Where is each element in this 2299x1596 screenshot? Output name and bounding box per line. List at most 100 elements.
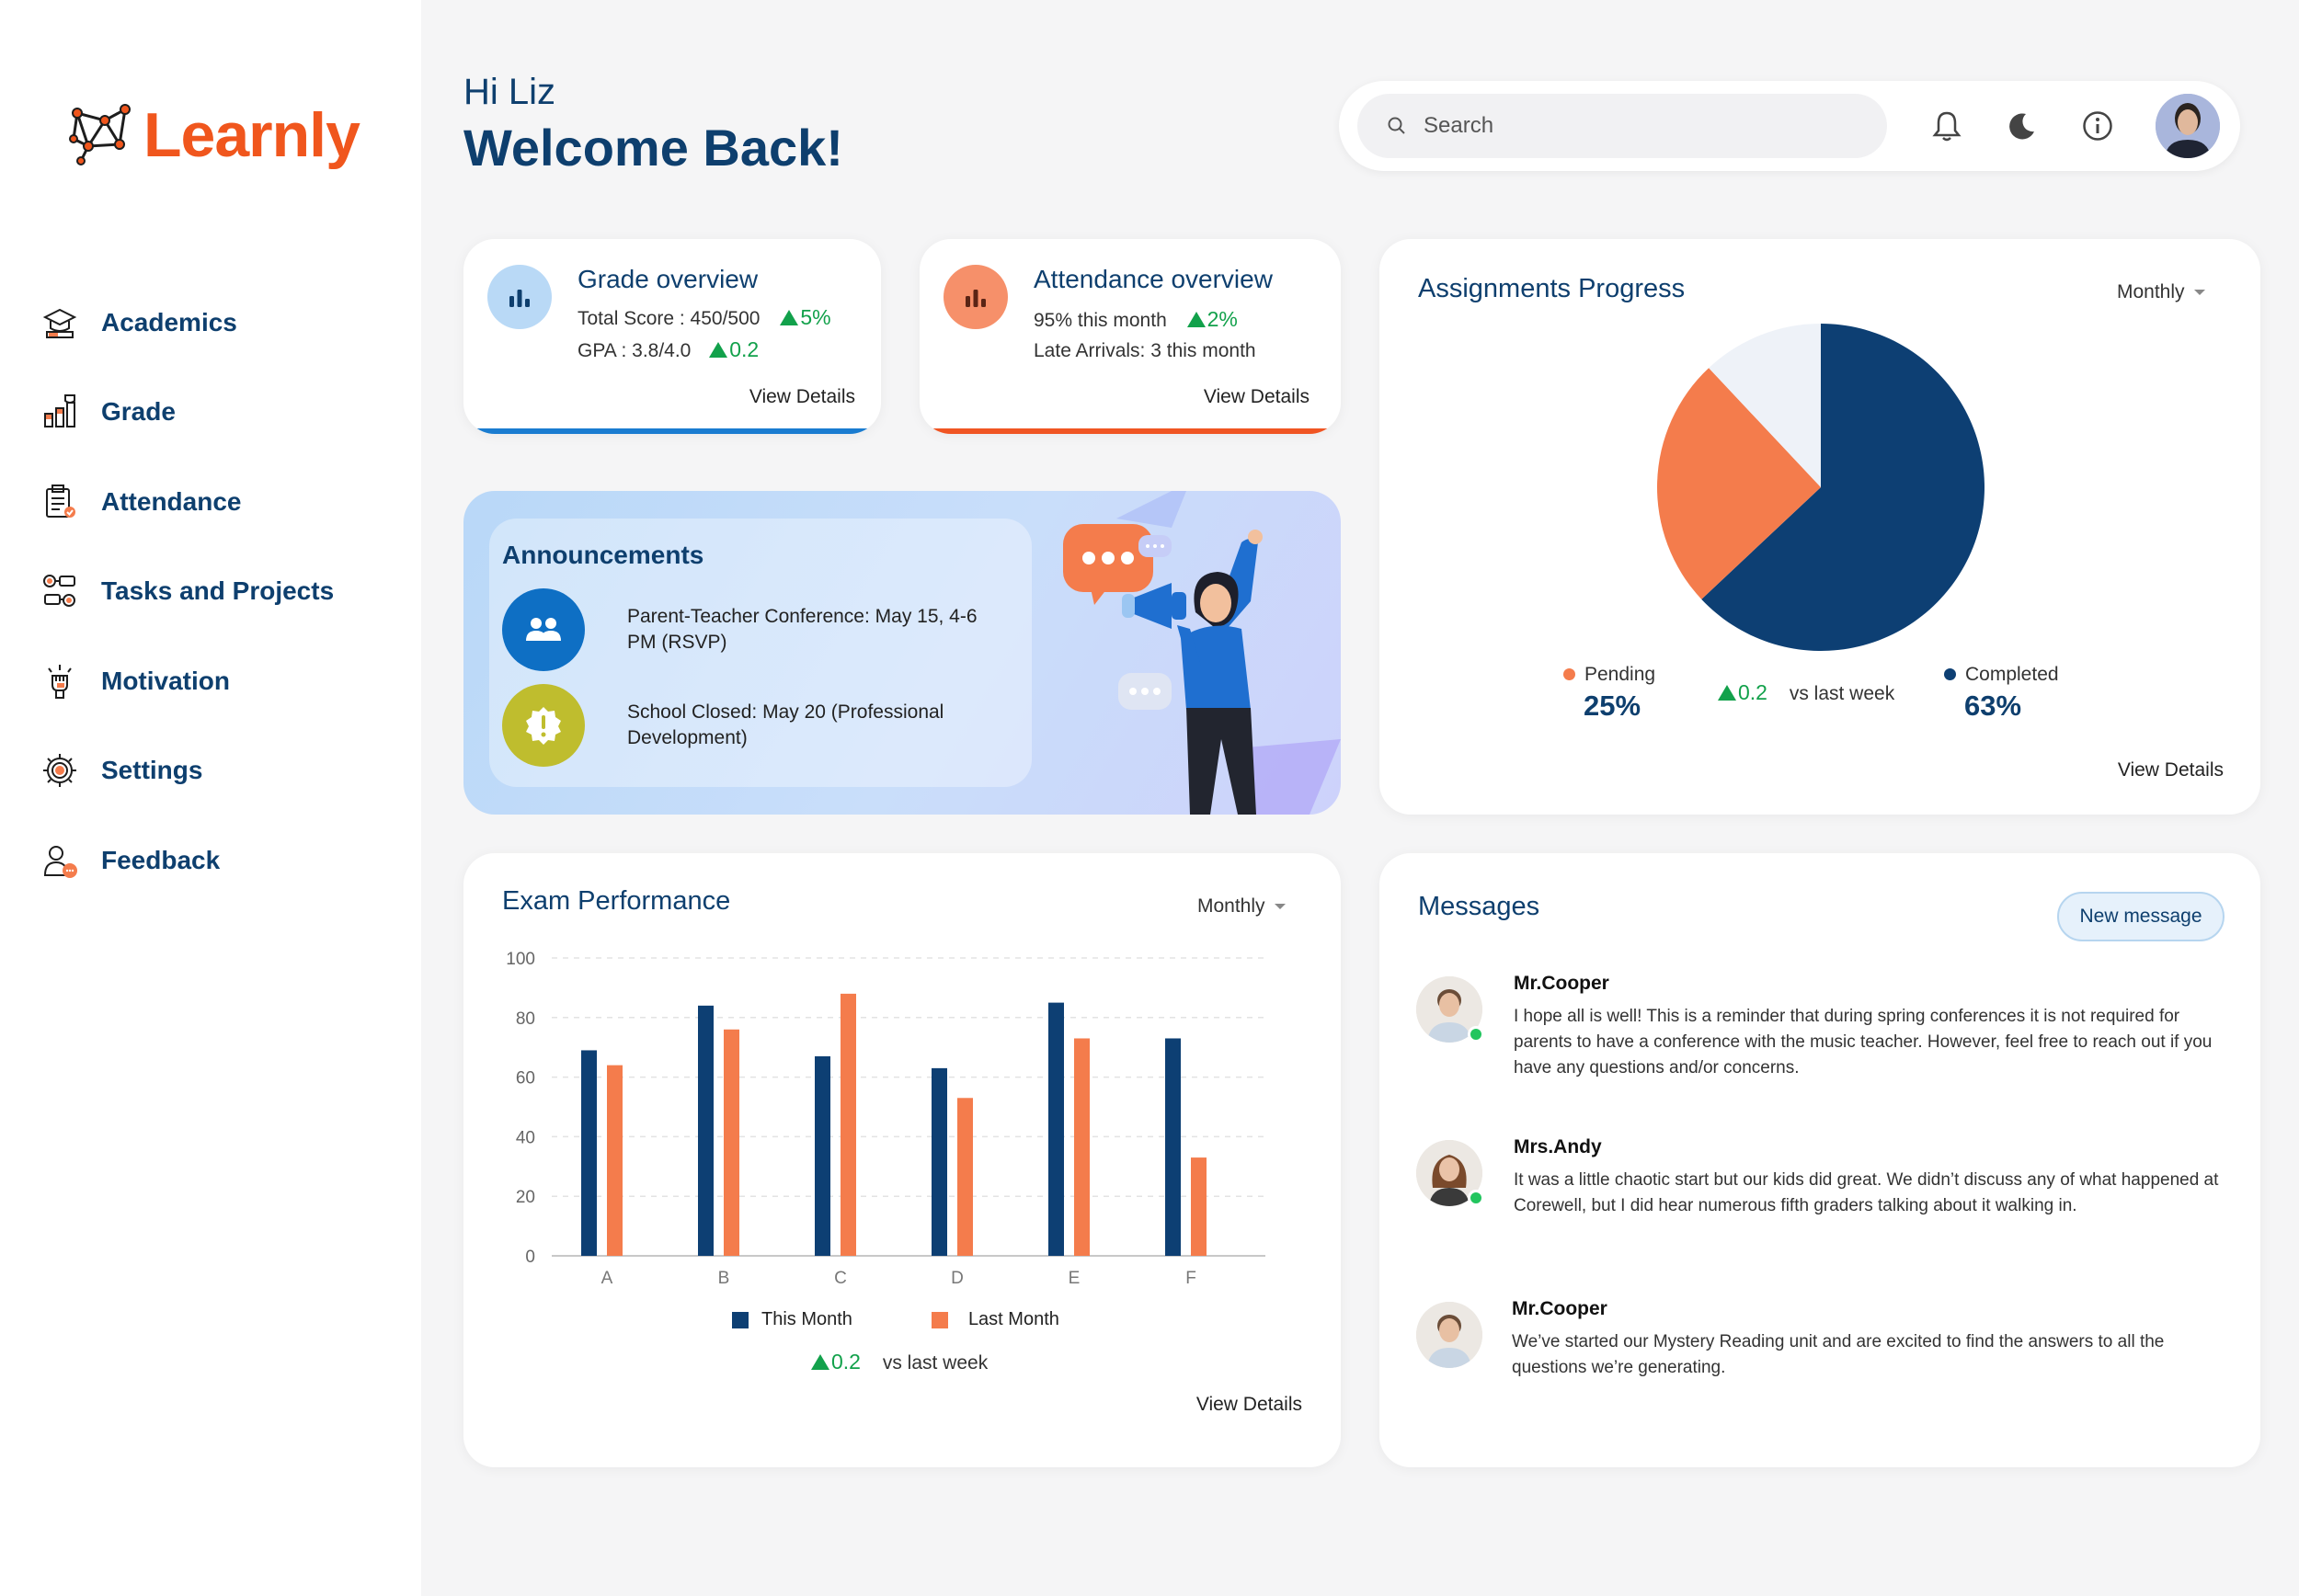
- exam-delta-label: vs last week: [882, 1352, 989, 1374]
- avatar[interactable]: [2156, 94, 2220, 158]
- bar-D-1[interactable]: [957, 1098, 973, 1256]
- bar-E-1[interactable]: [1074, 1038, 1090, 1256]
- legend-swatch-last-month: [931, 1311, 948, 1328]
- x-tick-label: B: [718, 1269, 730, 1288]
- online-status-dot: [1468, 1190, 1484, 1206]
- sidebar-item-academics[interactable]: Academics: [40, 278, 334, 368]
- announcements-title: Announcements: [502, 541, 704, 569]
- message-sender: Mrs.Andy: [1514, 1136, 1602, 1157]
- assignments-period-dropdown[interactable]: Monthly: [2117, 281, 2205, 303]
- x-tick-label: C: [834, 1269, 847, 1288]
- sidebar-item-feedback[interactable]: Feedback: [40, 815, 334, 906]
- attendance-view-details-link[interactable]: View Details: [1203, 386, 1310, 407]
- pie-slice-remaining[interactable]: [1709, 324, 1821, 487]
- bar-E-0[interactable]: [1048, 1002, 1064, 1256]
- assignments-delta-label: vs last week: [1789, 683, 1895, 704]
- sidebar-item-label: Tasks and Projects: [101, 576, 335, 606]
- message-sender: Mr.Cooper: [1514, 973, 1609, 994]
- sidebar-item-attendance[interactable]: Attendance: [40, 457, 334, 547]
- gpa-delta-value: 0.2: [729, 337, 760, 361]
- moon-icon[interactable]: [2003, 107, 2042, 145]
- attendance-delta-value: 2%: [1207, 307, 1238, 331]
- bell-icon[interactable]: [1927, 107, 1966, 145]
- raised-fist-icon: [40, 662, 79, 701]
- completed-label: Completed: [1944, 664, 2059, 686]
- bar-B-1[interactable]: [724, 1029, 739, 1256]
- up-arrow-icon: [780, 310, 799, 325]
- bar-A-1[interactable]: [607, 1065, 623, 1256]
- announcement-item[interactable]: Parent-Teacher Conference: May 15, 4-6 P…: [502, 588, 995, 671]
- clipboard-check-icon: [40, 483, 79, 521]
- message-text: We’ve started our Mystery Reading unit a…: [1512, 1332, 2165, 1377]
- sidebar-item-label: Academics: [101, 307, 237, 336]
- total-score-delta-value: 5%: [800, 305, 831, 329]
- completed-label-text: Completed: [1965, 664, 2059, 685]
- chevron-down-icon: [2193, 290, 2205, 295]
- trophy-chart-icon: [40, 393, 79, 431]
- legend-dot-completed: [1944, 668, 1956, 680]
- sidebar-item-settings[interactable]: Settings: [40, 726, 334, 816]
- legend-dot-pending: [1563, 668, 1575, 680]
- info-icon[interactable]: [2078, 107, 2117, 145]
- exam-period-dropdown[interactable]: Monthly: [1197, 895, 1286, 918]
- megaphone-person-illustration: [1063, 491, 1341, 815]
- search-placeholder: Search: [1424, 113, 1494, 138]
- legend-this-month: This Month: [761, 1309, 852, 1329]
- sidebar-item-label: Grade: [101, 397, 176, 427]
- bar-F-0[interactable]: [1165, 1038, 1181, 1256]
- sidebar-item-grade[interactable]: Grade: [40, 368, 334, 458]
- exam-bar-chart: 0 20 40 60 80 100 A B C D E F: [506, 950, 1265, 1288]
- new-message-button[interactable]: New message: [2057, 892, 2225, 941]
- attendance-card-accent: [920, 428, 1341, 434]
- bar-C-1[interactable]: [841, 993, 856, 1256]
- completed-value: 63%: [1964, 690, 2022, 722]
- attendance-month: 95% this month 2%: [1034, 307, 1238, 332]
- logo[interactable]: Learnly: [68, 99, 360, 171]
- sidebar: Learnly Academics Grade Attendance Tasks…: [0, 0, 421, 1596]
- messages-title: Messages: [1418, 892, 1540, 921]
- people-icon: [502, 588, 585, 671]
- pie-slice-pending[interactable]: [1657, 368, 1821, 599]
- message-text: I hope all is well! This is a reminder t…: [1514, 1007, 2213, 1077]
- exam-delta-up: 0.2: [811, 1350, 861, 1374]
- total-score: Total Score : 450/500 5%: [578, 305, 831, 330]
- up-arrow-icon: [1718, 685, 1736, 701]
- up-arrow-icon: [811, 1354, 829, 1370]
- assignments-delta-up: 0.2: [1718, 680, 1767, 704]
- person-chat-icon: [40, 841, 79, 880]
- sidebar-item-label: Feedback: [101, 845, 221, 874]
- exam-performance-card: Exam Performance Monthly 0 20 40 60 80 100 A B C…: [463, 853, 1341, 1467]
- announcement-text: School Closed: May 20 (Professional Deve…: [627, 701, 944, 748]
- sidebar-item-motivation[interactable]: Motivation: [40, 636, 334, 726]
- bar-D-0[interactable]: [932, 1067, 947, 1256]
- assignments-pie-chart: [1657, 324, 1984, 651]
- legend-pending: Pending 25%: [1563, 664, 1655, 723]
- assignments-title: Assignments Progress: [1418, 274, 1686, 303]
- search-input[interactable]: Search: [1357, 94, 1887, 158]
- total-score-label: Total Score : 450/500: [578, 308, 761, 329]
- total-score-delta: 5%: [780, 305, 831, 329]
- x-tick-label: F: [1185, 1269, 1196, 1288]
- assignments-view-details-link[interactable]: View Details: [2117, 759, 2224, 781]
- announcements-banner: Announcements Parent-Teacher Conference:…: [463, 491, 1341, 815]
- bar-F-1[interactable]: [1191, 1157, 1207, 1256]
- exam-title: Exam Performance: [502, 886, 731, 916]
- up-arrow-icon: [709, 342, 728, 358]
- x-tick-label: D: [951, 1269, 964, 1288]
- bar-A-0[interactable]: [581, 1050, 597, 1256]
- page-title: Welcome Back!: [463, 119, 843, 177]
- bar-B-0[interactable]: [698, 1005, 714, 1256]
- pending-label-text: Pending: [1584, 664, 1656, 685]
- bar-C-0[interactable]: [815, 1055, 830, 1256]
- message-text: It was a little chaotic start but our ki…: [1514, 1170, 2219, 1215]
- exam-view-details-link[interactable]: View Details: [1195, 1394, 1302, 1415]
- assignments-progress-card: Assignments Progress Monthly Pending 25%…: [1379, 239, 2260, 815]
- attendance-card-title: Attendance overview: [1034, 265, 1273, 293]
- attendance-month-label: 95% this month: [1034, 310, 1167, 331]
- messages-card: Messages New message Mr.Cooper I hope al…: [1379, 853, 2260, 1467]
- announcement-item[interactable]: School Closed: May 20 (Professional Deve…: [502, 684, 995, 767]
- pie-slice-completed[interactable]: [1701, 324, 1984, 651]
- sidebar-item-tasks[interactable]: Tasks and Projects: [40, 547, 334, 637]
- grade-view-details-link[interactable]: View Details: [749, 386, 855, 407]
- x-tick-label: A: [601, 1269, 613, 1288]
